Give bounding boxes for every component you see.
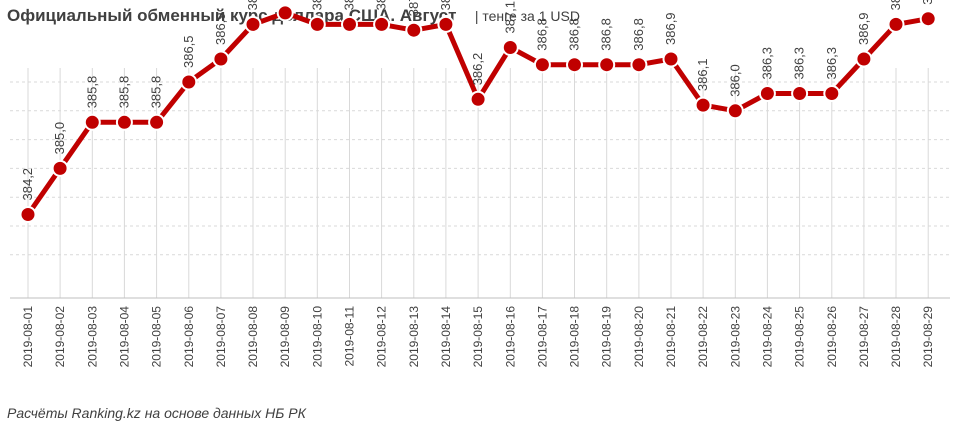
data-point (533, 56, 551, 74)
x-tick-label: 2019-08-21 (664, 306, 678, 368)
data-label: 386,9 (663, 12, 678, 45)
data-label: 386,1 (695, 59, 710, 92)
data-point (276, 4, 294, 22)
data-label: 386,9 (856, 12, 871, 45)
data-point (115, 113, 133, 131)
x-tick-label: 2019-08-09 (278, 306, 292, 368)
data-label: 387,5 (374, 0, 389, 10)
data-point (758, 85, 776, 102)
data-point (437, 15, 455, 33)
x-tick-label: 2019-08-16 (503, 306, 517, 368)
x-tick-label: 2019-08-10 (310, 306, 324, 368)
data-label: 385,8 (116, 76, 131, 109)
x-tick-label: 2019-08-04 (117, 306, 131, 368)
data-point (855, 50, 873, 68)
data-label: 386,0 (727, 64, 742, 97)
x-tick-label: 2019-08-08 (246, 306, 260, 368)
data-point (244, 15, 262, 33)
x-tick-label: 2019-08-20 (632, 306, 646, 368)
data-point (726, 102, 744, 120)
data-point (148, 113, 166, 131)
data-point (19, 206, 37, 223)
chart-subtitle: | тенге за 1 USD (474, 8, 580, 24)
data-label: 386,8 (534, 18, 549, 51)
x-tick-label: 2019-08-15 (471, 306, 485, 368)
data-point (598, 56, 616, 74)
data-point (630, 56, 648, 74)
data-point (823, 85, 841, 102)
data-label: 385,0 (52, 122, 67, 155)
data-label: 386,8 (599, 18, 614, 51)
x-tick-label: 2019-08-11 (343, 306, 357, 367)
x-tick-label: 2019-08-14 (439, 306, 453, 368)
x-tick-label: 2019-08-12 (375, 306, 389, 368)
data-point (308, 15, 326, 33)
x-tick-label: 2019-08-01 (21, 306, 35, 368)
data-point (694, 96, 712, 114)
data-label: 386,8 (567, 18, 582, 51)
data-label: 386,3 (824, 47, 839, 80)
data-label: 386,2 (470, 53, 485, 86)
x-tick-label: 2019-08-26 (825, 306, 839, 368)
x-tick-label: 2019-08-28 (889, 306, 903, 368)
x-tick-label: 2019-08-18 (568, 306, 582, 368)
x-tick-label: 2019-08-17 (535, 306, 549, 368)
data-label: 387,1 (502, 1, 517, 34)
data-point (405, 21, 423, 39)
x-tick-label: 2019-08-23 (728, 306, 742, 368)
data-point (83, 113, 101, 131)
data-point (501, 39, 519, 56)
x-tick-label: 2019-08-27 (857, 306, 871, 368)
data-label: 384,2 (20, 168, 35, 201)
data-label: 386,8 (631, 18, 646, 51)
x-tick-label: 2019-08-25 (793, 306, 807, 368)
data-point (566, 56, 583, 74)
x-tick-label: 2019-08-19 (600, 306, 614, 368)
data-label: 385,8 (149, 76, 164, 109)
data-point (51, 159, 69, 177)
data-label: 387,5 (888, 0, 903, 10)
data-label: 387,5 (342, 0, 357, 10)
x-tick-label: 2019-08-24 (760, 306, 774, 368)
data-label: 387,5 (309, 0, 324, 10)
data-point (791, 85, 809, 102)
data-point (887, 15, 905, 33)
x-tick-label: 2019-08-22 (696, 306, 710, 368)
x-tick-label: 2019-08-06 (182, 306, 196, 368)
data-point (919, 10, 937, 28)
x-tick-label: 2019-08-03 (85, 306, 99, 368)
data-point (212, 50, 230, 68)
data-label: 387,5 (438, 0, 453, 10)
x-tick-label: 2019-08-07 (214, 306, 228, 368)
x-tick-label: 2019-08-02 (53, 306, 67, 368)
data-label: 387,5 (245, 0, 260, 10)
data-label: 387,6 (920, 0, 935, 5)
source-note: Расчёты Ranking.kz на основе данных НБ Р… (7, 405, 306, 421)
x-tick-label: 2019-08-13 (407, 306, 421, 368)
data-point (341, 15, 358, 33)
data-point (373, 15, 391, 33)
data-label: 387,4 (406, 0, 421, 16)
x-tick-label: 2019-08-29 (921, 306, 935, 368)
data-label: 386,3 (792, 47, 807, 80)
data-point (469, 90, 487, 108)
x-tick-label: 2019-08-05 (150, 306, 164, 368)
data-label: 386,5 (181, 35, 196, 68)
data-label: 386,9 (213, 12, 228, 45)
data-label: 385,8 (84, 76, 99, 109)
data-label: 386,3 (759, 47, 774, 80)
data-point (662, 50, 680, 68)
data-point (180, 73, 198, 91)
